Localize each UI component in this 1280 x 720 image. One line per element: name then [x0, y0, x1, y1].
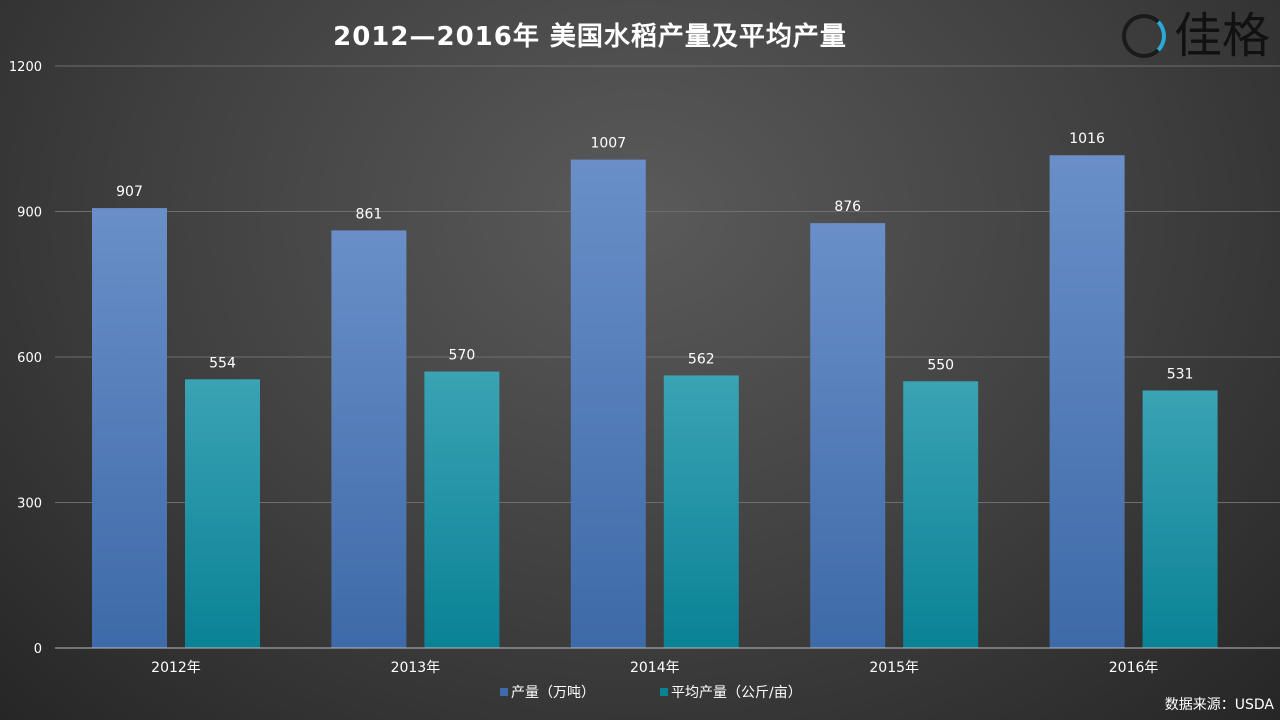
data-label: 562 — [688, 351, 715, 367]
x-tick-label: 2013年 — [391, 660, 441, 676]
chart-title: 2012—2016年 美国水稻产量及平均产量 — [333, 22, 847, 52]
bar — [810, 223, 886, 648]
y-tick-label: 900 — [17, 206, 42, 221]
logo-text: 佳格 — [1173, 8, 1270, 64]
x-tick-label: 2012年 — [151, 660, 201, 676]
bar — [663, 375, 739, 648]
bar — [1049, 155, 1125, 649]
bar — [1142, 390, 1218, 648]
y-tick-label: 1200 — [9, 60, 42, 75]
y-tick-label: 600 — [17, 351, 42, 366]
legend-label: 产量（万吨） — [511, 685, 595, 701]
data-label: 531 — [1167, 366, 1194, 382]
bar — [185, 379, 260, 648]
data-label: 1007 — [590, 136, 626, 152]
axes: 0 300 600 900 1200 2012年 2013年 2014年 2015年 2016年 — [9, 60, 1280, 676]
data-source: 数据来源：USDA — [1164, 697, 1274, 713]
bar — [331, 230, 407, 649]
y-tick-label: 300 — [17, 497, 42, 512]
logo-ring-icon — [1121, 14, 1166, 58]
legend-swatch — [500, 688, 508, 696]
bar — [424, 371, 500, 648]
data-label: 570 — [449, 348, 476, 364]
data-label: 876 — [834, 199, 861, 215]
bar — [570, 159, 646, 649]
data-label: 554 — [209, 355, 236, 371]
x-tick-label: 2015年 — [869, 660, 919, 676]
data-label: 861 — [356, 206, 383, 222]
x-tick-label: 2016年 — [1109, 660, 1159, 676]
logo: 佳格 — [1121, 4, 1270, 68]
bar — [92, 208, 167, 649]
legend: 产量（万吨） 平均产量（公斤/亩） — [500, 684, 802, 701]
data-label: 550 — [927, 357, 954, 373]
data-label: 1016 — [1069, 131, 1105, 147]
legend-label: 平均产量（公斤/亩） — [671, 684, 802, 701]
legend-swatch — [660, 688, 668, 696]
x-tick-label: 2014年 — [630, 660, 680, 676]
bars — [92, 155, 1218, 649]
data-label: 907 — [116, 184, 143, 200]
y-tick-label: 0 — [34, 642, 42, 657]
bar — [903, 381, 979, 648]
data-labels: 907 554 861 570 1007 562 876 550 1016 531 — [116, 131, 1193, 382]
